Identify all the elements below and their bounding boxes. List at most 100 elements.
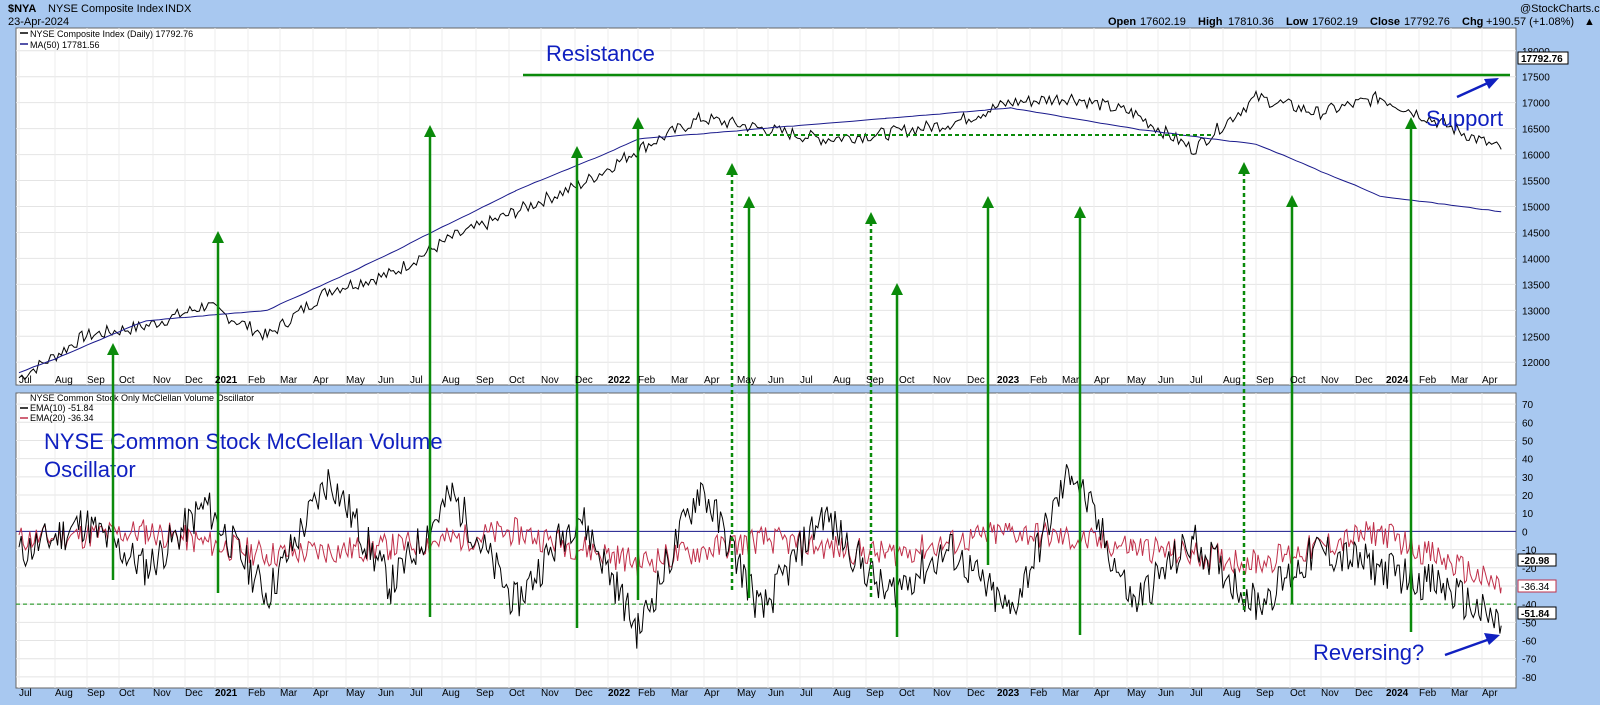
price-x-tick-label: Dec <box>967 375 985 386</box>
oscillator-x-tick-label: Jun <box>1158 688 1174 699</box>
oscillator-y-tick-label: 20 <box>1522 491 1534 502</box>
price-x-tick-label: Apr <box>1094 375 1110 386</box>
price-y-tick-label: 16500 <box>1522 125 1550 136</box>
oscillator-x-tick-label: May <box>1127 688 1146 699</box>
low-value: 17602.19 <box>1312 16 1358 28</box>
price-x-tick-label: Apr <box>1482 375 1498 386</box>
signal-arrow-icon <box>982 196 994 208</box>
oscillator-x-tick-label: Mar <box>1451 688 1469 699</box>
reversing-label: Reversing? <box>1313 640 1424 665</box>
close-value: 17792.76 <box>1404 16 1450 28</box>
price-y-tick-label: 12500 <box>1522 332 1550 343</box>
oscillator-x-tick-label: Jul <box>1190 688 1203 699</box>
price-y-tick-label: 14000 <box>1522 254 1550 265</box>
oscillator-y-tick-label: -70 <box>1522 655 1537 666</box>
price-x-tick-label: May <box>737 375 756 386</box>
price-gridlines <box>16 28 1516 385</box>
price-x-tick-label: Mar <box>1062 375 1080 386</box>
price-x-tick-label: Jun <box>378 375 394 386</box>
price-x-tick-label: Aug <box>833 375 851 386</box>
symbol-text: $NYA <box>8 3 36 15</box>
signal-arrow-icon <box>632 117 644 129</box>
price-x-tick-label: 2023 <box>997 375 1020 386</box>
last-price-badge: 17792.76 <box>1517 51 1569 65</box>
signal-arrow-icon <box>212 231 224 243</box>
ema10-line <box>18 464 1502 649</box>
oscillator-x-tick-label: Apr <box>313 688 329 699</box>
oscillator-y-tick-label: -60 <box>1522 637 1537 648</box>
oscillator-x-tick-label: Dec <box>1355 688 1373 699</box>
oscillator-x-tick-label: Aug <box>55 688 73 699</box>
ema10-legend-text: EMA(10) -51.84 <box>30 403 94 413</box>
price-x-tick-label: Jul <box>1190 375 1203 386</box>
high-label: High <box>1198 16 1223 28</box>
signal-arrow-icon <box>1238 162 1250 174</box>
oscillator-x-tick-label: Apr <box>1094 688 1110 699</box>
signal-arrow-icon <box>1074 206 1086 218</box>
oscillator-title-line1: NYSE Common Stock McClellan Volume <box>44 429 443 454</box>
price-x-axis: Jul Aug Sep Oct Nov Dec 2021 Feb Mar Apr May Jun Jul… <box>19 375 1498 386</box>
price-y-tick-label: 13500 <box>1522 280 1550 291</box>
price-x-tick-label: Aug <box>442 375 460 386</box>
oscillator-x-tick-label: Sep <box>1256 688 1274 699</box>
price-x-tick-label: Dec <box>185 375 203 386</box>
chg-up-icon: ▲ <box>1584 16 1595 28</box>
price-x-tick-label: 2022 <box>608 375 631 386</box>
oscillator-x-tick-label: Oct <box>899 688 915 699</box>
price-y-tick-label: 15000 <box>1522 203 1550 214</box>
price-legend: NYSE Composite Index (Daily) 17792.76 MA… <box>20 29 193 50</box>
oscillator-x-tick-label: Jul <box>410 688 423 699</box>
signal-arrow-icon <box>726 163 738 175</box>
price-x-tick-label: 2024 <box>1386 375 1409 386</box>
price-x-tick-label: Apr <box>704 375 720 386</box>
date-text: 23-Apr-2024 <box>8 16 69 28</box>
price-x-tick-label: Oct <box>119 375 135 386</box>
oscillator-x-tick-label: Apr <box>704 688 720 699</box>
ma50-line <box>18 106 1502 374</box>
price-x-tick-label: Mar <box>280 375 298 386</box>
chg-label: Chg <box>1462 16 1483 28</box>
index-name-text: NYSE Composite Index <box>48 3 164 15</box>
oscillator-series <box>16 464 1516 649</box>
last-price-box <box>1517 51 1569 65</box>
price-x-tick-label: Feb <box>1419 375 1437 386</box>
price-y-tick-label: 12000 <box>1522 358 1550 369</box>
price-y-tick-label: 14500 <box>1522 228 1550 239</box>
oscillator-x-tick-label: Feb <box>1419 688 1437 699</box>
oscillator-y-tick-label: 50 <box>1522 436 1534 447</box>
oscillator-y-tick-label: -20 <box>1522 564 1537 575</box>
price-y-tick-label: 17000 <box>1522 99 1550 110</box>
value-badge-3 <box>1517 606 1557 620</box>
oscillator-title-line2: Oscillator <box>44 457 136 482</box>
oscillator-x-tick-label: Feb <box>638 688 656 699</box>
price-line <box>18 89 1502 381</box>
oscillator-y-tick-label: -10 <box>1522 546 1537 557</box>
oscillator-y-tick-label: 0 <box>1522 527 1528 538</box>
oscillator-x-tick-label: Aug <box>833 688 851 699</box>
oscillator-x-tick-label: Nov <box>1321 688 1339 699</box>
price-x-tick-label: Sep <box>866 375 884 386</box>
price-x-tick-label: Sep <box>1256 375 1274 386</box>
low-label: Low <box>1286 16 1308 28</box>
price-x-tick-label: Aug <box>55 375 73 386</box>
oscillator-x-axis: Jul Aug Sep Oct Nov Dec 2021 Feb Mar Apr May Jun Jul… <box>19 688 1498 699</box>
oscillator-y-tick-label: 40 <box>1522 455 1534 466</box>
value-label-1: -20.98 <box>1521 556 1550 567</box>
reversing-arrow-icon <box>1484 633 1500 645</box>
oscillator-x-tick-label: Oct <box>509 688 525 699</box>
price-x-tick-label: Jul <box>410 375 423 386</box>
price-x-tick-label: Jul <box>800 375 813 386</box>
price-x-tick-label: May <box>346 375 365 386</box>
ema20-legend-text: EMA(20) -36.34 <box>30 413 94 423</box>
ema20-line <box>18 517 1502 594</box>
support-arrow-line <box>1456 80 1491 99</box>
price-x-tick-label: Apr <box>313 375 329 386</box>
oscillator-y-tick-label: 10 <box>1522 509 1534 520</box>
oscillator-x-tick-label: Aug <box>1223 688 1241 699</box>
exchange-text: INDX <box>165 3 192 15</box>
signal-arrow-icon <box>571 146 583 158</box>
value-label-2: -36.34 <box>1521 582 1550 593</box>
price-x-tick-label: Mar <box>1451 375 1469 386</box>
oscillator-y-tick-label: -40 <box>1522 600 1537 611</box>
